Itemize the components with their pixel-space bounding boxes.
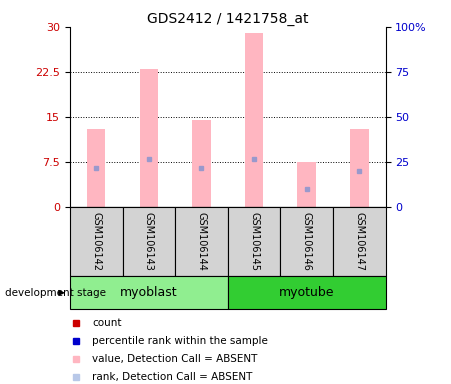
Text: GSM106143: GSM106143: [144, 212, 154, 271]
Text: GSM106144: GSM106144: [197, 212, 207, 271]
Bar: [298, 162, 316, 207]
Text: count: count: [92, 318, 121, 328]
Text: value, Detection Call = ABSENT: value, Detection Call = ABSENT: [92, 354, 258, 364]
Bar: [245, 33, 263, 207]
Bar: [70, 276, 228, 309]
Bar: [228, 276, 386, 309]
Bar: [175, 207, 228, 276]
Bar: [123, 207, 175, 276]
Title: GDS2412 / 1421758_at: GDS2412 / 1421758_at: [147, 12, 308, 26]
Bar: [140, 69, 158, 207]
Bar: [70, 207, 123, 276]
Bar: [333, 207, 386, 276]
Text: development stage: development stage: [5, 288, 106, 298]
Text: GSM106146: GSM106146: [302, 212, 312, 271]
Text: GSM106142: GSM106142: [91, 212, 101, 271]
Bar: [192, 120, 211, 207]
Text: myotube: myotube: [279, 286, 335, 299]
Text: GSM106145: GSM106145: [249, 212, 259, 271]
Bar: [350, 129, 368, 207]
Bar: [228, 207, 281, 276]
Text: GSM106147: GSM106147: [354, 212, 364, 271]
Bar: [281, 207, 333, 276]
Text: myoblast: myoblast: [120, 286, 178, 299]
Text: rank, Detection Call = ABSENT: rank, Detection Call = ABSENT: [92, 371, 253, 382]
Text: percentile rank within the sample: percentile rank within the sample: [92, 336, 268, 346]
Bar: [87, 129, 106, 207]
